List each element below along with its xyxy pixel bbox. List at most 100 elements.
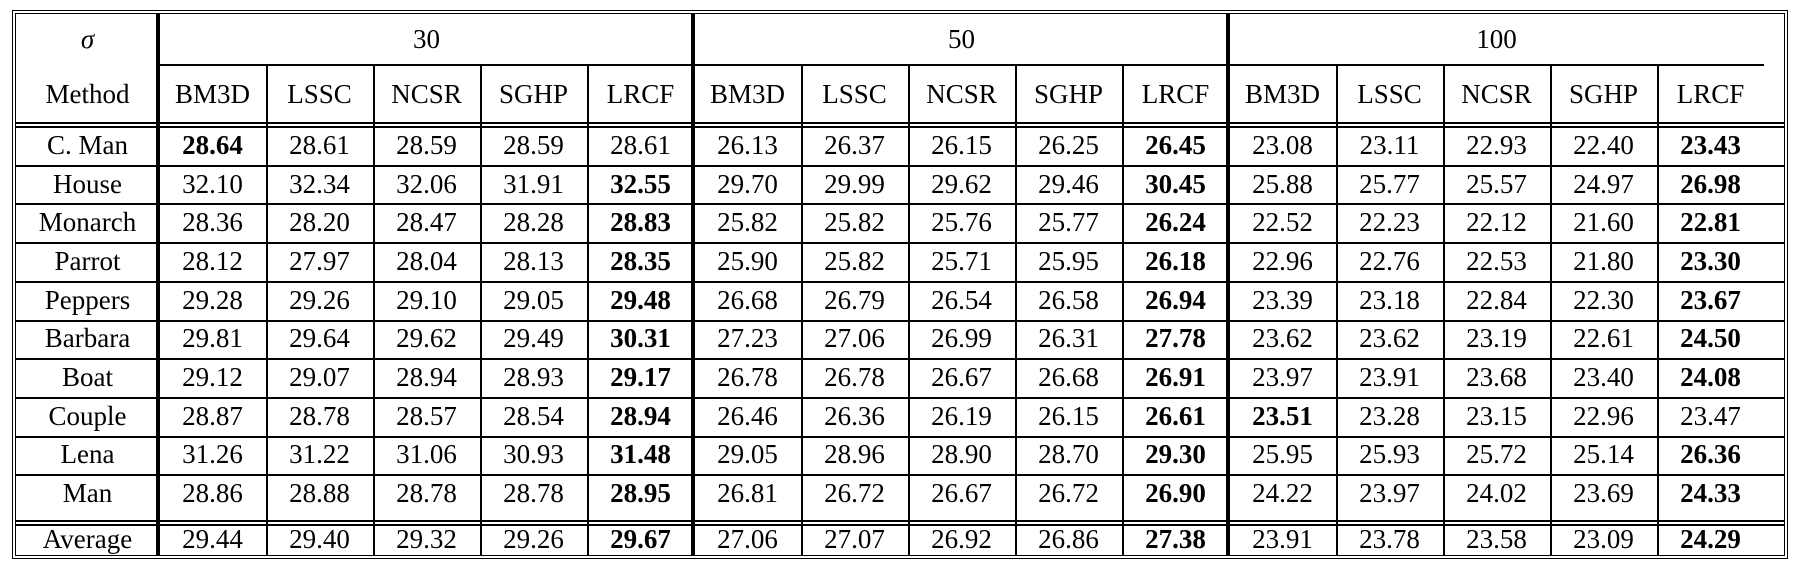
psnr-value: 24.22: [1252, 478, 1313, 509]
psnr-value: 28.95: [610, 478, 671, 509]
psnr-value: 25.77: [1038, 207, 1099, 238]
method-lrcf-100: LRCF: [1676, 78, 1745, 109]
psnr-value: 26.46: [717, 400, 778, 431]
sigma-header-row: σ 30 50 100: [16, 14, 1784, 64]
psnr-value: 26.36: [1680, 439, 1741, 470]
column-divider-line: [1122, 64, 1124, 555]
average-value: 27.38: [1145, 524, 1206, 554]
average-label: Average: [42, 524, 133, 554]
psnr-value: 31.22: [289, 439, 350, 470]
psnr-value: 23.19: [1466, 323, 1527, 354]
psnr-value: 26.18: [1145, 245, 1206, 276]
psnr-value: 28.28: [503, 207, 564, 238]
psnr-value: 31.48: [610, 439, 671, 470]
psnr-value: 31.06: [396, 439, 457, 470]
psnr-value: 25.82: [824, 207, 885, 238]
psnr-value: 25.82: [824, 245, 885, 276]
psnr-value: 28.61: [610, 129, 671, 160]
psnr-value: 28.35: [610, 245, 671, 276]
image-name: Parrot: [54, 245, 121, 276]
psnr-value: 23.18: [1359, 284, 1420, 315]
average-double-line: [16, 520, 1784, 526]
column-divider-line: [1550, 64, 1552, 555]
psnr-value: 25.57: [1466, 168, 1527, 199]
method-sghp-50: SGHP: [1033, 78, 1104, 109]
psnr-value: 32.10: [182, 168, 243, 199]
method-label: Method: [45, 78, 130, 109]
method-bm3d-100: BM3D: [1244, 78, 1320, 109]
psnr-value: 29.17: [610, 362, 671, 393]
psnr-value: 29.46: [1038, 168, 1099, 199]
psnr-value: 29.07: [289, 362, 350, 393]
psnr-value: 24.08: [1680, 362, 1741, 393]
psnr-value: 22.40: [1573, 129, 1634, 160]
average-value: 29.32: [396, 524, 457, 554]
psnr-value: 25.95: [1252, 439, 1313, 470]
psnr-value: 32.55: [610, 168, 671, 199]
psnr-value: 29.10: [396, 284, 457, 315]
psnr-value: 29.64: [289, 323, 350, 354]
psnr-value: 29.62: [931, 168, 992, 199]
row-divider-line: [16, 358, 1784, 361]
results-table: σ 30 50 100 Method BM3D LSSC NCSR SGHP LRCF BM3D LS…: [12, 10, 1788, 559]
psnr-value: 28.90: [931, 439, 992, 470]
psnr-value: 28.94: [610, 400, 671, 431]
image-name: Couple: [48, 400, 127, 431]
psnr-value: 22.61: [1573, 323, 1634, 354]
psnr-value: 26.25: [1038, 129, 1099, 160]
column-divider-line: [801, 64, 803, 555]
psnr-value: 26.19: [931, 400, 992, 431]
psnr-value: 22.30: [1573, 284, 1634, 315]
psnr-value: 25.95: [1038, 245, 1099, 276]
psnr-value: 26.94: [1145, 284, 1206, 315]
average-value: 29.26: [503, 524, 564, 554]
method-ncsr-50: NCSR: [926, 78, 997, 109]
psnr-value: 25.77: [1359, 168, 1420, 199]
psnr-value: 26.58: [1038, 284, 1099, 315]
psnr-value: 24.50: [1680, 323, 1741, 354]
psnr-value: 28.78: [503, 478, 564, 509]
method-sghp-100: SGHP: [1568, 78, 1639, 109]
psnr-value: 28.12: [182, 245, 243, 276]
psnr-value: 24.02: [1466, 478, 1527, 509]
psnr-value: 25.93: [1359, 439, 1420, 470]
psnr-value: 28.59: [396, 129, 457, 160]
psnr-value: 23.28: [1359, 400, 1420, 431]
table-row: Parrot 28.12 27.97 28.04 28.13 28.35 25.90 25.8…: [16, 242, 1784, 281]
psnr-value: 28.59: [503, 129, 564, 160]
psnr-value: 30.45: [1145, 168, 1206, 199]
psnr-value: 26.45: [1145, 129, 1206, 160]
psnr-value: 28.87: [182, 400, 243, 431]
psnr-value: 26.91: [1145, 362, 1206, 393]
method-bm3d-50: BM3D: [709, 78, 785, 109]
psnr-value: 26.68: [717, 284, 778, 315]
psnr-value: 26.99: [931, 323, 992, 354]
group-double-line: [1226, 14, 1230, 555]
psnr-value: 28.64: [182, 129, 243, 160]
psnr-value: 24.97: [1573, 168, 1634, 199]
row-divider-line: [16, 164, 1784, 167]
image-name: Monarch: [38, 207, 137, 238]
psnr-value: 23.68: [1466, 362, 1527, 393]
method-sghp-30: SGHP: [498, 78, 569, 109]
psnr-value: 23.91: [1359, 362, 1420, 393]
average-value: 23.78: [1359, 524, 1420, 554]
row-divider-line: [16, 435, 1784, 438]
psnr-value: 26.78: [717, 362, 778, 393]
psnr-value: 28.70: [1038, 439, 1099, 470]
psnr-value: 22.93: [1466, 129, 1527, 160]
psnr-value: 30.31: [610, 323, 671, 354]
psnr-value: 23.67: [1680, 284, 1741, 315]
average-value: 24.29: [1680, 524, 1741, 554]
noise-level-100: 100: [1476, 23, 1517, 54]
method-header-row: Method BM3D LSSC NCSR SGHP LRCF BM3D LSSC NCSR SG…: [16, 64, 1784, 124]
column-divider-line: [480, 64, 482, 555]
psnr-value: 23.39: [1252, 284, 1313, 315]
image-name: Man: [62, 478, 113, 509]
psnr-value: 25.14: [1573, 439, 1634, 470]
psnr-value: 22.12: [1466, 207, 1527, 238]
psnr-value: 23.51: [1252, 400, 1313, 431]
column-divider-line: [266, 64, 268, 555]
psnr-value: 27.06: [824, 323, 885, 354]
table-row: Man 28.86 28.88 28.78 28.78 28.95 26.81 26.72 26…: [16, 474, 1784, 513]
